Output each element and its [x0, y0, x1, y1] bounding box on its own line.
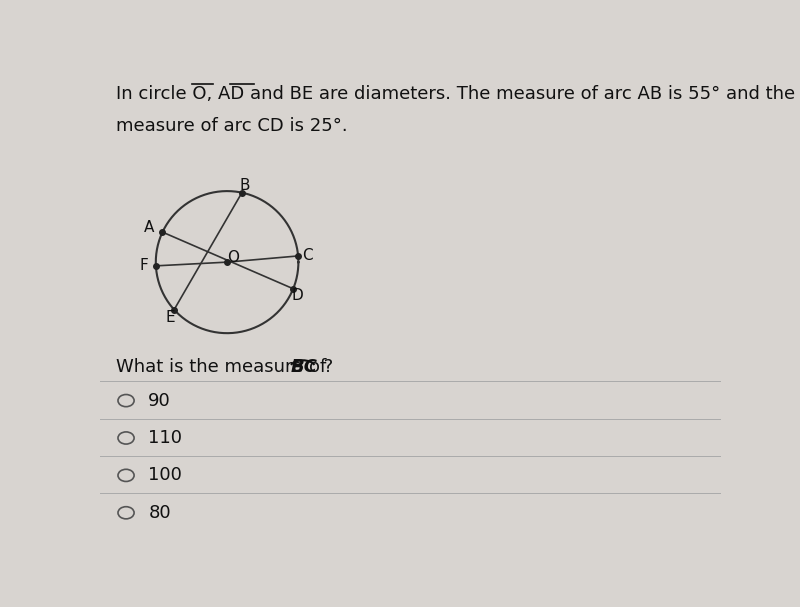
Text: 110: 110: [148, 429, 182, 447]
Text: 80: 80: [148, 504, 171, 522]
Text: O: O: [227, 250, 239, 265]
Text: 90: 90: [148, 392, 171, 410]
Text: measure of arc CD is 25°.: measure of arc CD is 25°.: [115, 117, 347, 135]
Text: 100: 100: [148, 466, 182, 484]
Text: F: F: [139, 259, 148, 273]
Text: D: D: [291, 288, 303, 304]
Text: E: E: [166, 310, 175, 325]
Text: What is the measure of: What is the measure of: [115, 358, 331, 376]
Text: C: C: [302, 248, 313, 263]
Text: ?: ?: [318, 358, 333, 376]
Text: BC: BC: [291, 358, 318, 376]
Text: In circle O, AD and BE are diameters. The measure of arc AB is 55° and the: In circle O, AD and BE are diameters. Th…: [115, 84, 794, 103]
Text: A: A: [144, 220, 154, 235]
Text: B: B: [239, 178, 250, 193]
